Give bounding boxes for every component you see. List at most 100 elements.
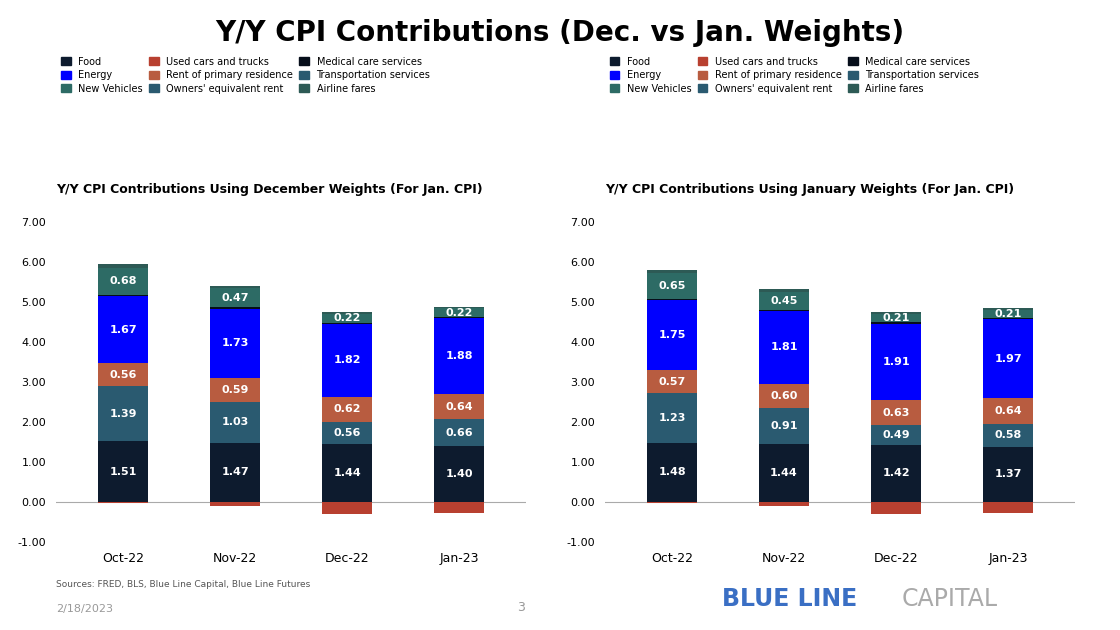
Bar xyxy=(99,386,148,442)
Bar xyxy=(211,309,260,378)
Bar xyxy=(759,311,809,384)
Bar xyxy=(871,312,921,314)
Legend: Food, Energy, New Vehicles, Used cars and trucks, Rent of primary residence, Own: Food, Energy, New Vehicles, Used cars an… xyxy=(609,57,979,94)
Bar xyxy=(646,501,697,503)
Text: 1.82: 1.82 xyxy=(334,355,361,365)
Text: 1.23: 1.23 xyxy=(659,413,685,423)
Bar xyxy=(211,307,260,309)
Text: 0.56: 0.56 xyxy=(110,370,137,379)
Text: 1.47: 1.47 xyxy=(222,467,249,478)
Text: 1.91: 1.91 xyxy=(883,357,909,367)
Bar xyxy=(99,364,148,386)
Bar xyxy=(983,398,1033,424)
Bar xyxy=(211,443,260,501)
Bar xyxy=(759,289,809,292)
Bar xyxy=(433,501,484,513)
Text: 0.68: 0.68 xyxy=(110,276,137,286)
Text: 0.56: 0.56 xyxy=(334,428,361,438)
Bar xyxy=(983,318,1033,319)
Bar xyxy=(433,319,484,394)
Bar xyxy=(211,289,260,307)
Bar xyxy=(871,323,921,324)
Bar xyxy=(433,309,484,318)
Text: BLUE LINE: BLUE LINE xyxy=(722,587,858,611)
Text: Y/Y CPI Contributions Using December Weights (For Jan. CPI): Y/Y CPI Contributions Using December Wei… xyxy=(56,183,483,197)
Text: 1.97: 1.97 xyxy=(995,353,1021,364)
Bar xyxy=(211,501,260,506)
Text: 0.21: 0.21 xyxy=(995,309,1021,319)
Bar xyxy=(646,442,697,501)
Bar xyxy=(211,286,260,289)
Bar xyxy=(983,447,1033,501)
Bar xyxy=(759,310,809,311)
Text: 0.58: 0.58 xyxy=(995,430,1021,440)
Bar xyxy=(871,445,921,501)
Text: 1.81: 1.81 xyxy=(771,343,797,353)
Bar xyxy=(759,501,809,506)
Bar xyxy=(646,393,697,442)
Bar xyxy=(433,420,484,446)
Text: CAPITAL: CAPITAL xyxy=(902,587,998,611)
Text: 0.45: 0.45 xyxy=(771,295,797,306)
Text: 0.47: 0.47 xyxy=(222,293,249,303)
Text: 1.42: 1.42 xyxy=(883,468,909,478)
Bar xyxy=(321,314,372,323)
Bar xyxy=(99,268,148,295)
Text: 1.73: 1.73 xyxy=(222,338,249,348)
Text: 1.51: 1.51 xyxy=(110,467,137,476)
Bar xyxy=(99,297,148,364)
Text: 1.88: 1.88 xyxy=(446,351,473,361)
Text: 0.65: 0.65 xyxy=(659,281,685,291)
Bar xyxy=(646,370,697,393)
Text: 1.37: 1.37 xyxy=(995,469,1021,479)
Bar xyxy=(433,318,484,319)
Text: 1.39: 1.39 xyxy=(110,408,137,418)
Legend: Food, Energy, New Vehicles, Used cars and trucks, Rent of primary residence, Own: Food, Energy, New Vehicles, Used cars an… xyxy=(60,57,430,94)
Text: 0.49: 0.49 xyxy=(883,430,909,440)
Text: Sources: FRED, BLS, Blue Line Capital, Blue Line Futures: Sources: FRED, BLS, Blue Line Capital, B… xyxy=(56,580,310,589)
Bar xyxy=(321,421,372,444)
Bar xyxy=(871,400,921,425)
Text: 0.59: 0.59 xyxy=(222,385,249,395)
Bar xyxy=(99,442,148,501)
Bar xyxy=(433,446,484,501)
Bar xyxy=(321,323,372,324)
Text: 2/18/2023: 2/18/2023 xyxy=(56,604,113,614)
Text: 1.67: 1.67 xyxy=(110,325,137,335)
Text: Y/Y CPI Contributions (Dec. vs Jan. Weights): Y/Y CPI Contributions (Dec. vs Jan. Weig… xyxy=(215,19,905,47)
Bar xyxy=(983,501,1033,513)
Text: Y/Y CPI Contributions Using January Weights (For Jan. CPI): Y/Y CPI Contributions Using January Weig… xyxy=(605,183,1014,197)
Bar xyxy=(759,444,809,501)
Bar xyxy=(433,307,484,309)
Bar xyxy=(983,310,1033,318)
Bar xyxy=(646,273,697,299)
Bar xyxy=(871,425,921,445)
Bar xyxy=(983,319,1033,398)
Text: 0.64: 0.64 xyxy=(446,401,473,411)
Bar xyxy=(211,378,260,402)
Text: 0.62: 0.62 xyxy=(334,404,361,415)
Bar xyxy=(321,397,372,421)
Text: 0.64: 0.64 xyxy=(995,406,1021,416)
Bar xyxy=(99,295,148,297)
Bar xyxy=(871,501,921,514)
Text: 0.22: 0.22 xyxy=(334,314,361,323)
Bar xyxy=(871,324,921,400)
Text: 3: 3 xyxy=(516,601,525,614)
Bar xyxy=(983,424,1033,447)
Text: 1.44: 1.44 xyxy=(334,468,361,478)
Bar xyxy=(759,292,809,310)
Bar xyxy=(321,444,372,501)
Text: 1.48: 1.48 xyxy=(659,467,685,477)
Bar xyxy=(646,299,697,301)
Bar xyxy=(983,308,1033,310)
Bar xyxy=(99,501,148,503)
Bar xyxy=(321,501,372,514)
Text: 1.75: 1.75 xyxy=(659,331,685,340)
Text: 0.66: 0.66 xyxy=(446,428,473,438)
Text: 0.21: 0.21 xyxy=(883,313,909,323)
Text: 0.57: 0.57 xyxy=(659,377,685,387)
Text: 1.03: 1.03 xyxy=(222,417,249,427)
Text: 0.22: 0.22 xyxy=(446,308,473,318)
Text: 0.63: 0.63 xyxy=(883,408,909,418)
